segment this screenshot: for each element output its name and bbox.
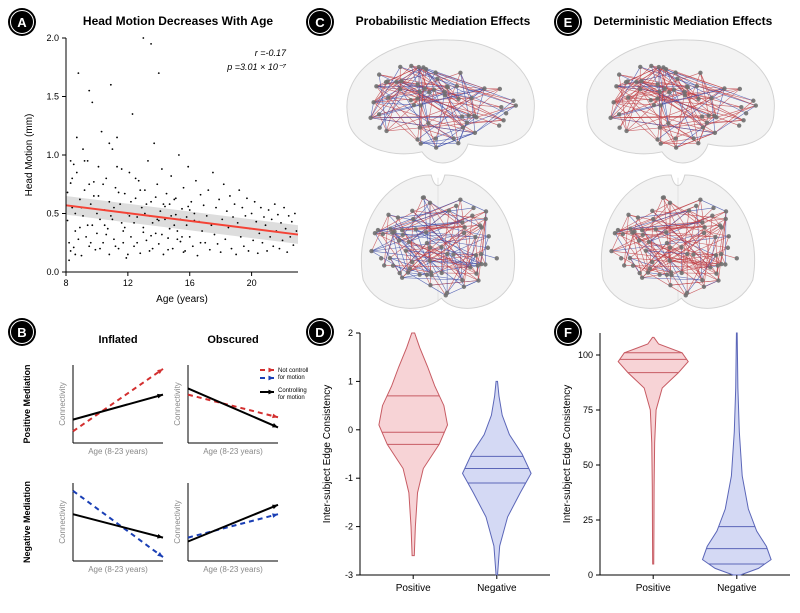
svg-text:Age (8-23 years): Age (8-23 years) bbox=[203, 565, 263, 574]
title-E: Deterministic Mediation Effects bbox=[578, 14, 788, 28]
figure: A B C D E F Head Motion Decreases With A… bbox=[8, 8, 792, 605]
svg-text:Inflated: Inflated bbox=[98, 334, 137, 346]
svg-text:Inter-subject Edge Consistency: Inter-subject Edge Consistency bbox=[322, 385, 333, 523]
svg-text:-3: -3 bbox=[345, 570, 353, 580]
svg-text:Connectivity: Connectivity bbox=[58, 382, 67, 426]
svg-text:Positive: Positive bbox=[396, 583, 431, 594]
svg-text:Inter-subject Edge Consistency: Inter-subject Edge Consistency bbox=[562, 385, 573, 523]
svg-text:Controlling: Controlling bbox=[278, 388, 307, 394]
svg-text:Age (8-23 years): Age (8-23 years) bbox=[203, 447, 263, 456]
svg-text:Not controlling: Not controlling bbox=[278, 368, 308, 374]
svg-text:Connectivity: Connectivity bbox=[173, 382, 182, 426]
svg-text:for motion: for motion bbox=[278, 395, 305, 401]
panel-D-violin: -3 -2 -1 0 1 2 Inter-subject Edge Consistency P… bbox=[318, 323, 558, 603]
svg-text:Positive Mediation: Positive Mediation bbox=[22, 364, 32, 443]
svg-text:50: 50 bbox=[583, 460, 593, 470]
svg-text:2: 2 bbox=[348, 328, 353, 338]
svg-text:-2: -2 bbox=[345, 522, 353, 532]
svg-text:0.5: 0.5 bbox=[46, 209, 59, 219]
title-C: Probabilistic Mediation Effects bbox=[338, 14, 548, 28]
svg-text:Negative: Negative bbox=[477, 583, 517, 594]
svg-text:1: 1 bbox=[348, 376, 353, 386]
svg-text:1.0: 1.0 bbox=[46, 150, 59, 160]
svg-text:Connectivity: Connectivity bbox=[58, 500, 67, 544]
panel-F-violin: 0 25 50 75 100 Inter-subject Edge Consistency… bbox=[558, 323, 798, 603]
svg-text:Positive: Positive bbox=[636, 583, 671, 594]
svg-text:p =3.01 × 10⁻⁷: p =3.01 × 10⁻⁷ bbox=[226, 62, 286, 72]
svg-text:16: 16 bbox=[185, 278, 195, 288]
svg-text:1.5: 1.5 bbox=[46, 92, 59, 102]
svg-text:Obscured: Obscured bbox=[207, 334, 258, 346]
panel-C-brain bbox=[318, 30, 558, 320]
svg-text:Connectivity: Connectivity bbox=[173, 500, 182, 544]
svg-text:0.0: 0.0 bbox=[46, 267, 59, 277]
svg-text:for motion: for motion bbox=[278, 375, 305, 381]
title-A: Head Motion Decreases With Age bbox=[63, 14, 293, 28]
svg-text:25: 25 bbox=[583, 515, 593, 525]
svg-text:75: 75 bbox=[583, 405, 593, 415]
svg-text:Age (8-23 years): Age (8-23 years) bbox=[88, 447, 148, 456]
svg-text:12: 12 bbox=[123, 278, 133, 288]
panel-B-mediation: Inflated Obscured Positive Mediation Negati… bbox=[18, 323, 308, 603]
svg-text:-1: -1 bbox=[345, 473, 353, 483]
panel-A-scatter: 8 12 16 20 0.0 0.5 1.0 1.5 2.0 Age (years) Head Mo… bbox=[18, 30, 308, 310]
svg-text:Negative Mediation: Negative Mediation bbox=[22, 481, 32, 563]
svg-text:2.0: 2.0 bbox=[46, 33, 59, 43]
panel-E-brain bbox=[558, 30, 798, 320]
svg-text:0: 0 bbox=[588, 570, 593, 580]
svg-text:20: 20 bbox=[247, 278, 257, 288]
svg-text:Head Motion (mm): Head Motion (mm) bbox=[24, 114, 35, 197]
svg-text:0: 0 bbox=[348, 425, 353, 435]
svg-text:100: 100 bbox=[578, 350, 593, 360]
svg-text:8: 8 bbox=[63, 278, 68, 288]
svg-text:Age (8-23 years): Age (8-23 years) bbox=[88, 565, 148, 574]
svg-text:r =-0.17: r =-0.17 bbox=[255, 48, 287, 58]
svg-text:Negative: Negative bbox=[717, 583, 757, 594]
svg-text:Age (years): Age (years) bbox=[156, 294, 208, 305]
